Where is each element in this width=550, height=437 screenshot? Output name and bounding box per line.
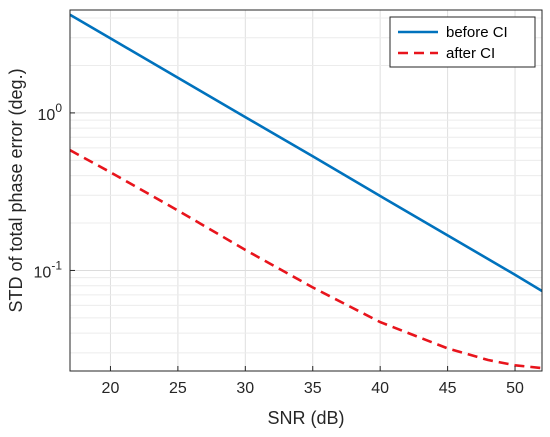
legend: before CI after CI [389, 16, 536, 68]
x-axis-title: SNR (dB) [267, 408, 344, 428]
x-tick-label: 45 [439, 380, 457, 397]
plot-frame [69, 9, 543, 372]
tick-labels: 20 25 30 35 40 45 50 10-1 100 [34, 101, 524, 397]
series-line-1 [70, 13, 542, 293]
x-tick-label: 30 [236, 380, 254, 397]
series-group [70, 13, 542, 370]
x-tick-label: 35 [304, 380, 322, 397]
legend-box [389, 16, 536, 68]
y-tick-label: 100 [38, 101, 63, 124]
legend-label: before CI [446, 24, 508, 41]
series-line-2 [70, 149, 542, 370]
x-tick-label: 25 [169, 380, 187, 397]
x-tick-label: 50 [506, 380, 524, 397]
y-axis-title: STD of total phase error (deg.) [6, 68, 26, 312]
y-tick-label: 10-1 [34, 258, 63, 281]
legend-label: after CI [446, 45, 495, 62]
x-tick-label: 40 [371, 380, 389, 397]
grid [70, 10, 542, 371]
x-tick-label: 20 [102, 380, 120, 397]
